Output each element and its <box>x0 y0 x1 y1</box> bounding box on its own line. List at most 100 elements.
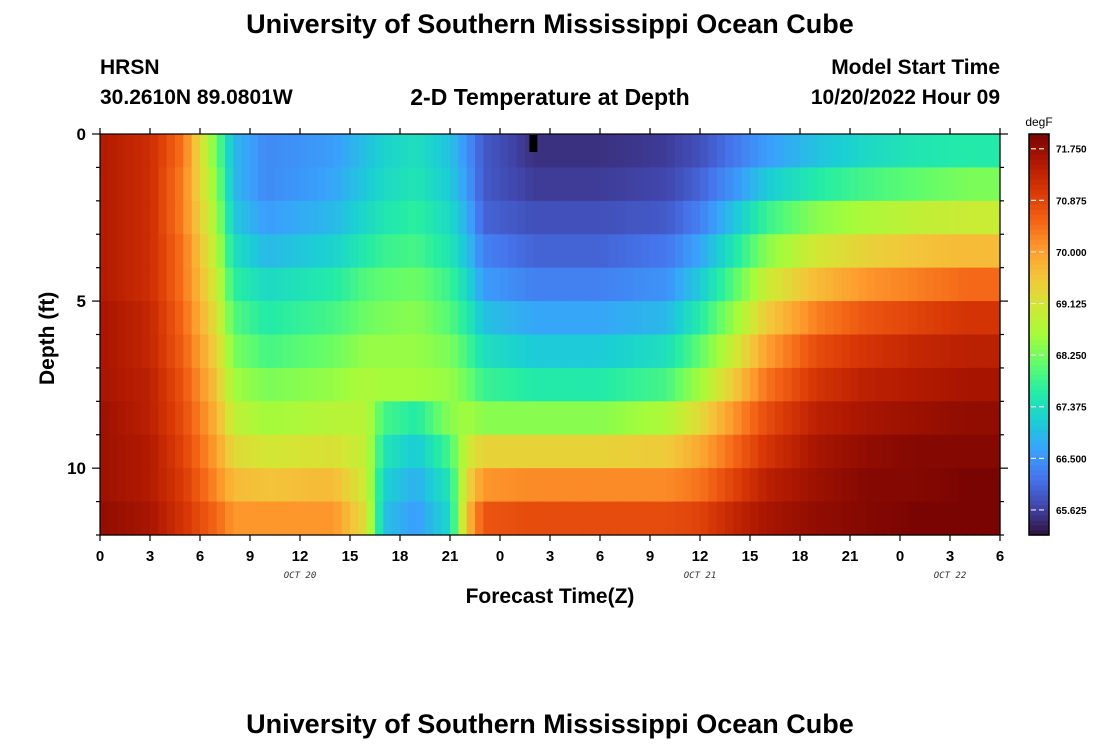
heatmap-cell <box>958 468 968 503</box>
heatmap-cell <box>350 468 359 503</box>
heatmap-cell <box>233 234 243 269</box>
heatmap-cell <box>575 301 584 336</box>
heatmap-cell <box>900 501 909 536</box>
colorbar-segment <box>1029 389 1049 396</box>
colorbar-segment <box>1029 529 1049 536</box>
y-tick-label: 10 <box>67 459 86 478</box>
heatmap-cell <box>158 468 168 503</box>
heatmap-cell <box>441 200 451 235</box>
heatmap-cell <box>941 434 951 469</box>
heatmap-cell <box>141 200 151 235</box>
heatmap-cell <box>908 468 918 503</box>
x-tick-label: 6 <box>196 548 204 565</box>
y-axis: 0 5 10 <box>67 125 1008 536</box>
heatmap-cell <box>308 401 318 436</box>
heatmap-cell <box>891 334 901 369</box>
heatmap-cell <box>616 367 626 402</box>
heatmap-cell <box>425 301 434 336</box>
heatmap-cell <box>883 367 893 402</box>
heatmap-cell <box>875 367 884 402</box>
heatmap-cell <box>483 401 493 436</box>
heatmap-cell <box>408 334 418 369</box>
heatmap-cell <box>166 267 176 302</box>
heatmap-cell <box>950 234 959 269</box>
heatmap-cell <box>233 134 243 169</box>
heatmap-cell <box>825 334 834 369</box>
heatmap-cell <box>450 367 459 402</box>
x-tick-label: 3 <box>146 548 154 565</box>
heatmap-cell <box>175 200 184 235</box>
heatmap-cell <box>425 367 434 402</box>
heatmap-cell <box>808 434 818 469</box>
heatmap-cell <box>725 234 734 269</box>
heatmap-cell <box>591 468 601 503</box>
heatmap-cell <box>283 334 293 369</box>
heatmap-cell <box>883 301 893 336</box>
heatmap-cell <box>608 134 618 169</box>
heatmap-cell <box>983 334 993 369</box>
heatmap-cell <box>558 167 568 202</box>
heatmap-cell <box>400 167 409 202</box>
heatmap-cell <box>575 501 584 536</box>
heatmap-cell <box>416 234 426 269</box>
heatmap-cell <box>891 301 901 336</box>
heatmap-cell <box>275 267 284 302</box>
heatmap-cell <box>708 501 718 536</box>
heatmap-cell <box>566 134 576 169</box>
heatmap-cell <box>758 267 768 302</box>
heatmap-cell <box>716 501 726 536</box>
heatmap-cell <box>925 234 934 269</box>
heatmap-cell <box>691 267 701 302</box>
heatmap-cell <box>766 267 776 302</box>
heatmap-cell <box>750 301 759 336</box>
heatmap-cell <box>191 468 201 503</box>
heatmap-cell <box>691 434 701 469</box>
heatmap-cell <box>675 468 684 503</box>
heatmap-cell <box>908 367 918 402</box>
heatmap-cell <box>125 468 134 503</box>
model-start-label: Model Start Time <box>831 56 1000 79</box>
heatmap-cell <box>383 134 393 169</box>
heatmap-cell <box>600 334 609 369</box>
heatmap-cell <box>766 200 776 235</box>
heatmap-cell <box>266 234 276 269</box>
heatmap-cell <box>891 401 901 436</box>
heatmap-cell <box>475 334 484 369</box>
heatmap-cell <box>433 367 443 402</box>
colorbar-segment <box>1029 354 1049 361</box>
heatmap-cell <box>775 134 784 169</box>
heatmap-cell <box>933 301 943 336</box>
heatmap-cell <box>633 367 643 402</box>
heatmap-cell <box>275 468 284 503</box>
heatmap-cell <box>616 401 626 436</box>
heatmap-cell <box>791 367 801 402</box>
heatmap-cell <box>150 267 159 302</box>
heatmap-cell <box>108 468 118 503</box>
heatmap-cell <box>958 367 968 402</box>
heatmap-cell <box>533 301 543 336</box>
heatmap-cell <box>433 301 443 336</box>
heatmap-cell <box>175 468 184 503</box>
colorbar-label: 71.750 <box>1056 145 1087 156</box>
heatmap-cell <box>933 267 943 302</box>
heatmap-cell <box>550 234 559 269</box>
heatmap-cell <box>533 234 543 269</box>
heatmap-cell <box>916 301 926 336</box>
heatmap-cell <box>183 200 193 235</box>
heatmap-cell <box>975 134 984 169</box>
heatmap-cell <box>891 267 901 302</box>
heatmap-cell <box>958 401 968 436</box>
heatmap-cell <box>791 301 801 336</box>
heatmap-cell <box>666 200 676 235</box>
heatmap-cell <box>441 301 451 336</box>
heatmap-cell <box>741 134 751 169</box>
heatmap-cell <box>450 200 459 235</box>
heatmap-cell <box>325 167 334 202</box>
heatmap-cell <box>866 434 876 469</box>
heatmap-cell <box>241 334 251 369</box>
heatmap-cell <box>525 267 534 302</box>
heatmap-cell <box>158 234 168 269</box>
heatmap-cell <box>850 367 859 402</box>
heatmap-cell <box>233 167 243 202</box>
heatmap-cell <box>950 401 959 436</box>
